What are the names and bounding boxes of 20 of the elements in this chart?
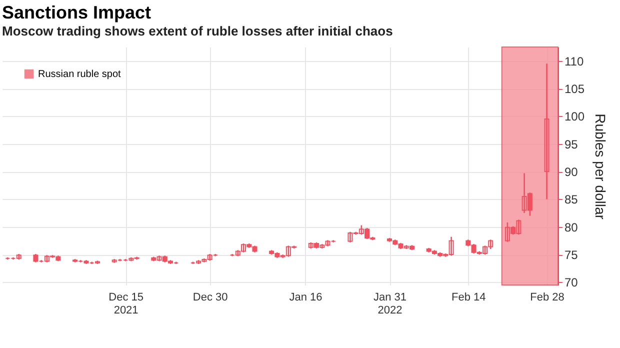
x-tick-label: Jan 16 [289,292,322,304]
y-axis-title: Rubles per dollar [592,114,609,220]
chart-subtitle: Moscow trading shows extent of ruble losses after initial chaos [2,24,393,38]
chart-title: Sanctions Impact [2,2,152,22]
legend-label: Russian ruble spot [38,69,122,80]
y-tick-label: 70 [564,276,578,290]
y-tick-label: 100 [564,110,585,124]
x-tick-label: Feb 28 [530,292,564,304]
y-tick-label: 110 [564,54,584,68]
y-tick-label: 75 [564,248,578,262]
y-tick-label: 90 [564,165,578,180]
candlestick [544,62,550,200]
x-tick-label: Dec 15 2021 [108,292,144,316]
x-tick-label: Jan 31 2022 [374,292,407,316]
x-tick-label: Dec 30 [192,292,228,304]
y-tick-label: 80 [564,220,578,234]
x-tick-label: Feb 14 [452,292,486,304]
y-tick-label: 95 [564,137,578,152]
y-tick-label: 85 [564,192,578,207]
y-tick-label: 105 [564,82,585,96]
